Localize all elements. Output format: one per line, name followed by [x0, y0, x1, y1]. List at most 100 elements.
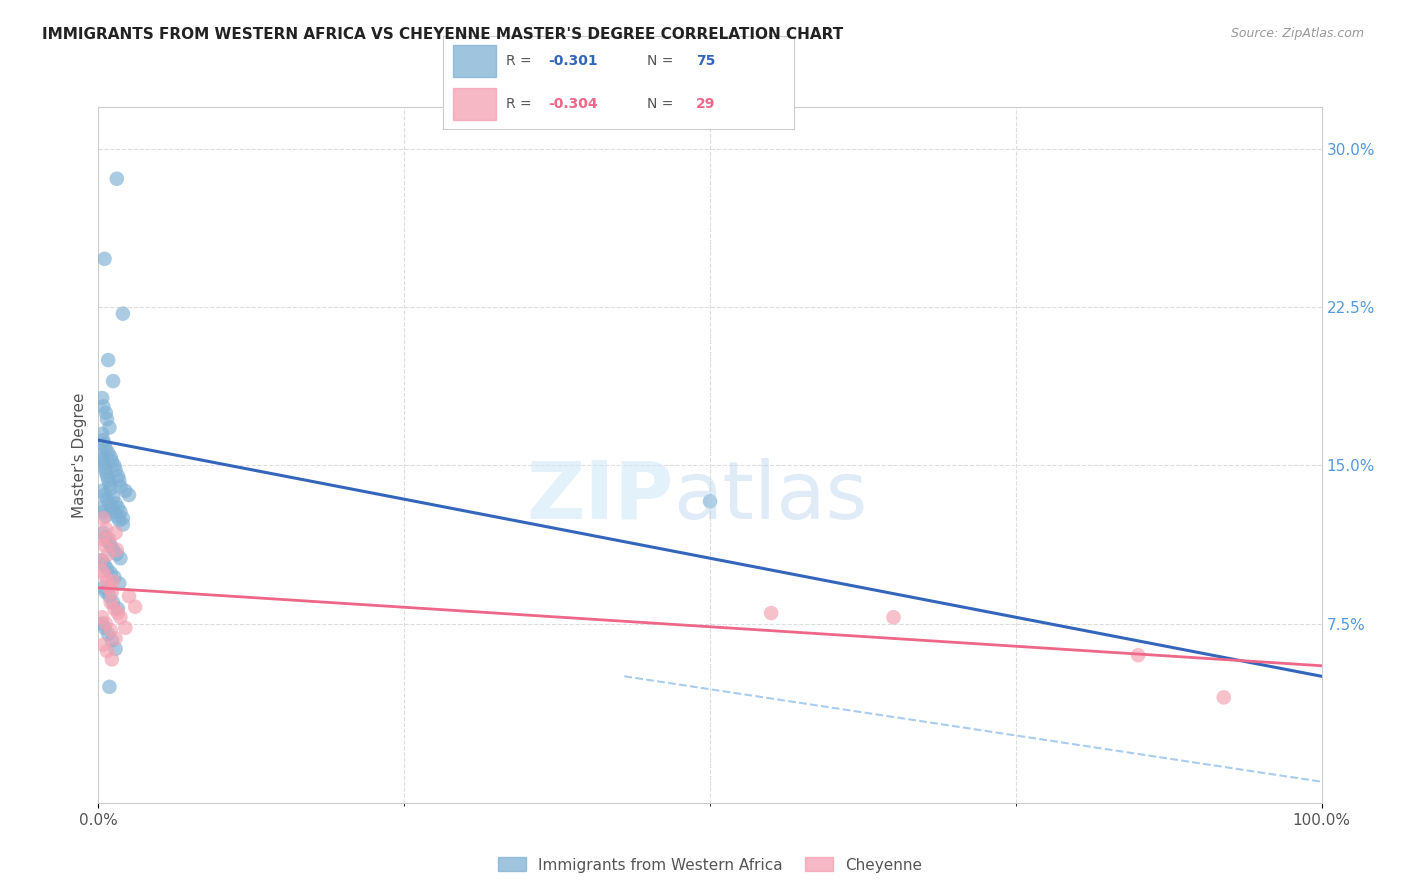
- Point: [883, 610, 905, 624]
- Point: [108, 513, 131, 527]
- Point: [93, 558, 115, 572]
- Point: [111, 517, 134, 532]
- Text: 75: 75: [696, 54, 716, 68]
- Point: [107, 606, 129, 620]
- Point: [94, 616, 117, 631]
- Text: R =: R =: [506, 97, 536, 111]
- Point: [101, 500, 124, 515]
- Point: [98, 581, 121, 595]
- Point: [94, 442, 117, 456]
- Point: [96, 492, 118, 507]
- Point: [91, 426, 114, 441]
- Text: R =: R =: [506, 54, 536, 68]
- Point: [96, 412, 118, 426]
- Point: [118, 488, 141, 502]
- Point: [1128, 648, 1150, 663]
- Point: [105, 542, 128, 557]
- Point: [1212, 690, 1234, 705]
- Point: [94, 406, 117, 420]
- Point: [114, 483, 136, 498]
- Point: [100, 623, 122, 637]
- Point: [91, 433, 114, 447]
- Point: [98, 496, 121, 510]
- Point: [101, 454, 124, 468]
- Point: [110, 479, 132, 493]
- Point: [91, 616, 114, 631]
- Point: [96, 469, 118, 483]
- Point: [91, 456, 114, 470]
- Point: [93, 488, 115, 502]
- Bar: [453, 45, 496, 77]
- Point: [101, 542, 124, 557]
- Point: [124, 599, 146, 614]
- Point: [699, 494, 721, 508]
- Point: [91, 533, 114, 547]
- Point: [91, 452, 114, 467]
- Point: [98, 680, 121, 694]
- Point: [103, 570, 125, 584]
- Point: [101, 633, 124, 648]
- Point: [103, 458, 125, 473]
- Point: [98, 589, 121, 603]
- Point: [110, 551, 132, 566]
- Point: [101, 490, 124, 504]
- Point: [91, 505, 114, 519]
- Text: N =: N =: [647, 97, 678, 111]
- Legend: Immigrants from Western Africa, Cheyenne: Immigrants from Western Africa, Cheyenne: [492, 851, 928, 879]
- Point: [98, 533, 121, 547]
- Point: [97, 353, 120, 368]
- Point: [90, 500, 112, 515]
- Point: [94, 585, 117, 599]
- Point: [94, 522, 117, 536]
- Point: [104, 525, 127, 540]
- Text: IMMIGRANTS FROM WESTERN AFRICA VS CHEYENNE MASTER'S DEGREE CORRELATION CHART: IMMIGRANTS FROM WESTERN AFRICA VS CHEYEN…: [42, 27, 844, 42]
- Y-axis label: Master's Degree: Master's Degree: [72, 392, 87, 517]
- Point: [104, 496, 127, 510]
- Point: [104, 632, 127, 646]
- Point: [97, 547, 120, 561]
- Point: [91, 553, 114, 567]
- Point: [98, 420, 121, 434]
- Point: [101, 595, 124, 609]
- Point: [111, 511, 134, 525]
- Point: [91, 483, 114, 498]
- Point: [96, 644, 118, 658]
- Point: [105, 509, 128, 524]
- Point: [108, 576, 131, 591]
- Point: [93, 252, 115, 266]
- Text: Source: ZipAtlas.com: Source: ZipAtlas.com: [1230, 27, 1364, 40]
- Point: [97, 473, 120, 487]
- Point: [104, 463, 127, 477]
- Text: -0.304: -0.304: [548, 97, 598, 111]
- Point: [101, 652, 124, 666]
- Point: [94, 530, 117, 544]
- Point: [100, 450, 122, 464]
- Point: [93, 460, 115, 475]
- Point: [100, 539, 122, 553]
- Point: [103, 505, 125, 519]
- Point: [90, 553, 112, 567]
- Text: ZIP: ZIP: [526, 458, 673, 536]
- Text: atlas: atlas: [673, 458, 868, 536]
- Point: [96, 562, 118, 576]
- Point: [107, 500, 129, 515]
- Point: [100, 566, 122, 580]
- Point: [110, 505, 132, 519]
- Point: [93, 437, 115, 451]
- Point: [97, 446, 120, 460]
- Point: [91, 610, 114, 624]
- Point: [103, 602, 125, 616]
- Point: [110, 610, 132, 624]
- Point: [105, 171, 128, 186]
- Text: -0.301: -0.301: [548, 54, 598, 68]
- Point: [105, 547, 128, 561]
- Point: [97, 534, 120, 549]
- Bar: [453, 88, 496, 120]
- Point: [100, 595, 122, 609]
- Point: [93, 539, 115, 553]
- Point: [91, 525, 114, 540]
- Point: [90, 448, 112, 462]
- Point: [107, 469, 129, 483]
- Point: [93, 621, 115, 635]
- Point: [91, 564, 114, 578]
